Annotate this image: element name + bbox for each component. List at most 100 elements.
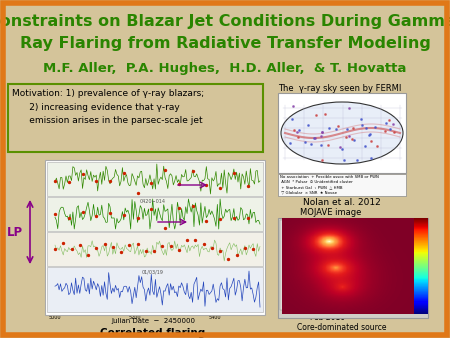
Point [65,216,72,221]
Bar [278,93,406,173]
Point [366,131,373,136]
Text: The  γ-ray sky seen by FERMI: The γ-ray sky seen by FERMI [278,84,402,93]
Point [339,146,346,151]
Point [230,215,238,221]
Point [203,219,210,224]
Point [142,248,149,253]
Text: Ray Flaring from Radiative Transfer Modeling: Ray Flaring from Radiative Transfer Mode… [19,36,431,51]
Text: MOJAVE image: MOJAVE image [300,208,361,217]
Point [357,116,364,122]
Point [159,243,166,248]
Point [120,171,127,176]
Point [291,128,298,133]
Point [367,155,374,161]
Point [162,225,169,230]
Point [372,124,379,129]
Point [304,123,311,128]
Point [349,126,356,131]
Point [134,191,141,196]
Bar [47,267,263,312]
Point [93,178,100,184]
Text: M.F. Aller,  P.A. Hughes,  H.D. Aller,  & T. Hovatta: M.F. Aller, P.A. Hughes, H.D. Aller, & T… [43,62,407,75]
Point [362,125,369,131]
Point [60,241,67,246]
Point [68,247,75,252]
Point [358,122,365,127]
Point [293,129,300,135]
Point [126,243,133,248]
Point [244,184,251,189]
Point [381,129,388,134]
Bar [47,162,263,196]
Point [387,126,394,131]
Point [208,245,216,250]
Point [175,182,182,187]
Point [134,215,141,221]
Text: Correlated flaring: Correlated flaring [100,328,206,338]
Point [318,130,325,135]
Point [302,140,309,145]
Point [386,117,393,123]
Point [342,134,350,140]
Point [241,245,248,251]
Text: Motivation: 1) prevalence of γ-ray blazars;: Motivation: 1) prevalence of γ-ray blaza… [12,89,204,98]
Text: 5000: 5000 [49,315,61,320]
Point [79,209,86,215]
Point [346,105,353,111]
Text: Constraints on Blazar Jet Conditions During Gamma-: Constraints on Blazar Jet Conditions Dur… [0,14,450,29]
Point [351,137,358,142]
Point [189,203,196,209]
Bar [8,84,263,152]
Point [175,248,182,253]
Point [167,243,174,249]
Point [249,246,256,251]
Point [233,252,240,257]
Text: Julian Date  −  2450000: Julian Date − 2450000 [111,318,195,324]
Point [307,142,315,147]
Point [120,212,127,217]
Point [189,169,196,174]
Point [225,256,232,261]
Point [101,241,108,246]
Point [200,242,207,247]
Point [192,237,199,243]
Point [216,248,224,254]
Point [79,171,86,176]
Point [317,134,324,139]
Point [310,136,317,141]
Point [389,121,396,126]
Point [318,129,325,135]
Point [340,157,347,163]
Point [353,157,360,163]
Point [148,206,155,211]
Point [289,104,296,109]
Point [109,244,117,250]
Point [51,212,59,217]
Point [148,180,155,185]
Point [85,252,92,258]
Point [287,140,294,146]
Text: 5200: 5200 [129,315,141,320]
Text: increase: increase [192,219,221,225]
Point [312,135,319,141]
Point [324,143,331,148]
Bar [47,197,263,231]
Point [313,113,320,118]
Point [65,179,72,185]
Point [107,178,114,184]
Point [336,144,343,149]
Text: 2) increasing evidence that γ-ray: 2) increasing evidence that γ-ray [12,103,180,112]
Point [343,126,351,131]
Point [345,133,352,139]
Text: emission arises in the parsec-scale jet: emission arises in the parsec-scale jet [12,116,202,125]
Point [365,133,372,138]
Point [333,126,340,131]
Bar [45,160,265,315]
Text: Nolan et al. 2012: Nolan et al. 2012 [303,198,381,207]
Text: Core-dominated source: Core-dominated source [297,323,387,332]
Text: LP: LP [7,225,23,239]
Point [295,134,302,140]
Point [216,216,224,222]
Bar [278,174,406,196]
Point [288,116,296,122]
